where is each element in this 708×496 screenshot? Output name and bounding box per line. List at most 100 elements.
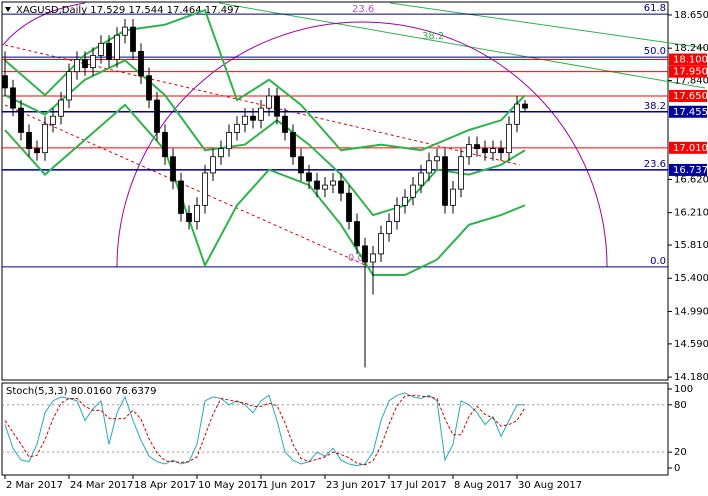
candle-body [250,115,256,121]
candle-body [410,184,416,198]
y-tick-label: 16.620 [674,174,708,185]
candle-body [298,156,304,174]
fib-label: 61.8 [644,3,666,14]
candle-body [266,95,272,109]
y-tick-label: 0 [674,463,680,474]
candle-body [330,180,336,186]
y-tick-label: 15.810 [674,240,708,251]
main-pane [1,1,669,381]
arc-label: 23.6 [352,4,374,15]
candle-body [514,103,520,125]
fib-label: 0.0 [650,256,666,267]
candle-body [258,107,264,121]
level-box [669,141,707,154]
candle-body [362,245,368,263]
candle-body [34,148,40,154]
y-tick-label: 18.650 [674,10,708,21]
menu-icon [5,7,11,12]
candle-body [274,95,280,117]
candle-body [74,59,80,73]
candle-body [386,221,392,235]
candle-body [490,148,496,154]
candle-body [42,123,48,154]
candle-body [458,156,464,190]
candle-body [218,148,224,158]
x-tick-label: 1 Jun 2017 [262,480,316,491]
arc-label: 0.0 [348,253,364,264]
candle-body [82,59,88,69]
level-label: 17.950 [673,67,708,78]
candle-body [482,148,488,154]
fan-label: 38.2 [422,31,444,42]
y-tick-label: 100 [674,384,693,395]
y-tick-label: 16.210 [674,208,708,219]
candle-body [2,75,8,89]
candle-body [378,233,384,255]
y-tick-label: 14.180 [674,372,708,383]
candle-body [138,51,144,77]
candle-body [66,71,72,101]
candle-body [50,115,56,125]
candle-body [498,148,504,154]
candle-body [506,123,512,154]
fan-line [389,2,706,49]
candle-body [154,99,160,133]
x-tick-label: 10 May 2017 [198,480,263,491]
candle-body [18,107,24,133]
y-tick-label: 15.400 [674,273,708,284]
y-tick-label: 18.240 [674,43,708,54]
candle-body [226,132,232,150]
candle-body [450,188,456,206]
stoch-title: Stoch(5,3,3) 80.0160 76.6379 [6,386,157,397]
candle-body [426,160,432,174]
candle-body [162,132,168,158]
candle-body [354,221,360,247]
candle-body [10,87,16,109]
fib-label: 23.6 [644,159,666,170]
candle-body [242,115,248,125]
level-label: 17.010 [673,143,708,154]
candle-body [474,144,480,150]
fan-line [218,2,706,89]
candle-body [178,180,184,214]
level-box [669,163,707,176]
y-tick-label: 17.840 [674,76,708,87]
candle-body [338,180,344,194]
bollinger-band [4,103,526,277]
stoch-line [4,392,526,467]
candle-body [130,26,136,52]
y-tick-label: 14.590 [674,339,708,350]
candle-body [282,115,288,133]
x-tick-label: 2 Mar 2017 [6,480,63,491]
candle-body [122,26,128,36]
x-tick-label: 30 Aug 2017 [518,480,582,491]
candle-body [522,103,528,109]
candle-body [394,204,400,222]
x-tick-label: 17 Jul 2017 [390,480,447,491]
level-box [669,65,707,78]
stoch-line [4,394,526,466]
level-label: 18.100 [673,55,708,66]
candle-body [290,132,296,158]
candle-body [98,42,104,56]
candle-body [370,253,376,263]
level-label: 16.737 [673,165,708,176]
x-tick-label: 18 Apr 2017 [134,480,196,491]
candle-body [194,204,200,222]
x-tick-label: 23 Jun 2017 [326,480,386,491]
candle-body [58,99,64,117]
y-tick-label: 20 [674,447,687,458]
layer [2,8,528,368]
x-tick-label: 24 Mar 2017 [70,480,133,491]
layer [2,392,668,467]
candle-body [106,42,112,60]
level-label: 17.650 [673,91,708,102]
candle-body [26,132,32,150]
fib-label: 38.2 [644,101,666,112]
candle-body [234,123,240,133]
candle-body [90,55,96,69]
fib-arc [116,21,608,268]
candle-body [442,156,448,206]
